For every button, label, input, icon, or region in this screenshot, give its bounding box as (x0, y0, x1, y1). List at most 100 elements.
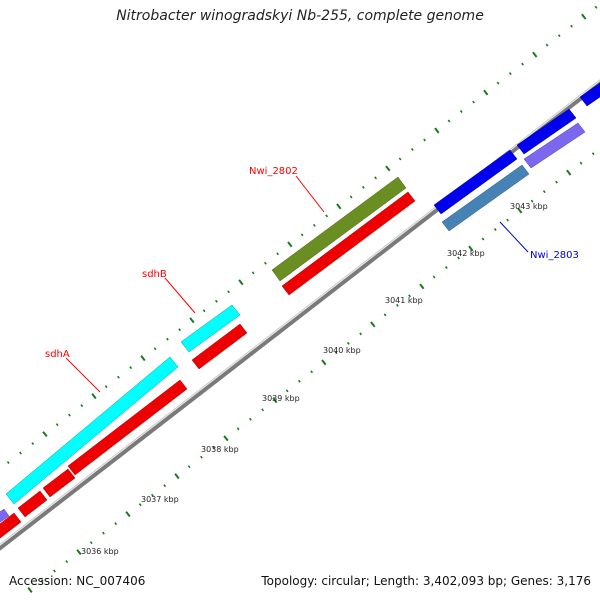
minor-tick (297, 379, 301, 383)
minor-tick (383, 313, 387, 317)
cds-red-segment[interactable] (281, 191, 416, 296)
minor-tick (202, 309, 206, 313)
minor-tick (310, 370, 314, 374)
gene-label-sdha[interactable]: sdhA (45, 349, 70, 360)
minor-tick (557, 34, 561, 38)
minor-tick (55, 423, 59, 427)
scale-label-3039: 3039 kbp (262, 394, 300, 403)
major-tick (419, 283, 425, 290)
genome-backbone-highlight (0, 79, 600, 545)
major-tick (385, 165, 391, 172)
minor-tick (410, 148, 414, 151)
map-title: Nitrobacter winogradskyi Nb-255, complet… (116, 8, 484, 24)
scale-label-3043: 3043 kbp (510, 202, 548, 211)
minor-tick (493, 228, 497, 231)
minor-tick (325, 214, 329, 218)
major-tick (27, 586, 33, 594)
minor-tick (248, 417, 252, 421)
major-tick (434, 127, 440, 134)
major-tick (532, 51, 538, 58)
sdhb-gene-bar[interactable] (180, 304, 241, 353)
blue-gene-bar[interactable] (433, 149, 518, 215)
minor-tick (457, 256, 460, 260)
minor-tick (89, 541, 93, 545)
sdhb-leader-line (164, 277, 196, 314)
minor-tick (530, 199, 534, 203)
feature-tracks (0, 82, 600, 539)
minor-tick (227, 290, 231, 294)
minor-tick (251, 271, 255, 275)
major-tick (517, 207, 523, 214)
minor-tick (555, 180, 558, 184)
gene-label-nwi-2802[interactable]: Nwi_2802 (249, 166, 298, 177)
minor-tick (178, 328, 182, 332)
scale-label-3040: 3040 kbp (323, 346, 361, 355)
minor-tick (114, 522, 118, 526)
major-tick (468, 245, 474, 252)
minor-tick (423, 138, 426, 142)
minor-tick (312, 223, 316, 227)
minor-tick (359, 332, 363, 336)
scale-label-3042: 3042 kbp (447, 249, 485, 258)
minor-tick (374, 176, 378, 180)
minor-tick (102, 531, 105, 535)
minor-tick (129, 366, 133, 370)
cds-red-segment[interactable] (0, 512, 22, 539)
major-tick (238, 279, 244, 286)
minor-tick (545, 43, 549, 47)
minor-tick (40, 579, 44, 582)
minor-tick (138, 503, 142, 507)
minor-tick (395, 303, 399, 307)
major-tick (483, 89, 489, 96)
scale-label-3038: 3038 kbp (201, 445, 239, 454)
major-tick (91, 393, 97, 400)
major-tick (42, 431, 48, 438)
cds-red-segment[interactable] (42, 468, 76, 498)
minor-tick (508, 72, 512, 76)
minor-tick (579, 161, 583, 165)
gene-label-nwi-2803[interactable]: Nwi_2803 (530, 250, 579, 261)
blue-gene-bar[interactable] (579, 82, 600, 107)
minor-tick (80, 404, 84, 408)
minor-tick (117, 375, 120, 379)
minor-tick (447, 119, 451, 123)
minor-tick (570, 24, 573, 28)
major-tick (76, 549, 82, 556)
cds-red-segment[interactable] (191, 323, 248, 370)
minor-tick (472, 100, 475, 104)
sdha-gene-bar[interactable] (5, 356, 179, 505)
nwi-2802-gene-bar[interactable] (271, 176, 407, 282)
minor-tick (212, 446, 216, 450)
minor-tick (6, 461, 10, 464)
purple-gene-bar[interactable] (0, 508, 10, 523)
cds-red-segment[interactable] (17, 490, 48, 518)
gene-label-sdhb[interactable]: sdhB (142, 269, 167, 280)
minor-tick (236, 427, 240, 431)
minor-tick (166, 337, 169, 341)
scale-label-3041: 3041 kbp (385, 296, 423, 305)
minor-tick (444, 266, 448, 269)
minor-tick (361, 185, 365, 189)
major-tick (581, 13, 587, 20)
outer-tick-row (6, 5, 598, 464)
major-tick (174, 473, 180, 480)
minor-tick (496, 81, 500, 85)
cds-red-segment[interactable] (67, 379, 188, 476)
minor-tick (276, 252, 280, 256)
minor-tick (163, 484, 167, 488)
genome-backbone (0, 81, 600, 551)
blue-gene-bar[interactable] (516, 108, 577, 155)
sdha-leader-line (65, 357, 101, 393)
minor-tick (104, 385, 108, 389)
purple-gene-bar[interactable] (523, 122, 586, 169)
nwi-2803-gene-bar[interactable] (441, 164, 530, 232)
minor-tick (459, 110, 463, 113)
inner-tick-row (27, 152, 595, 594)
topology-summary-text: Topology: circular; Length: 3,402,093 bp… (261, 574, 591, 588)
minor-tick (19, 451, 22, 455)
minor-tick (214, 299, 218, 303)
minor-tick (346, 341, 350, 345)
scale-label-3037: 3037 kbp (141, 495, 179, 504)
major-tick (272, 397, 278, 404)
